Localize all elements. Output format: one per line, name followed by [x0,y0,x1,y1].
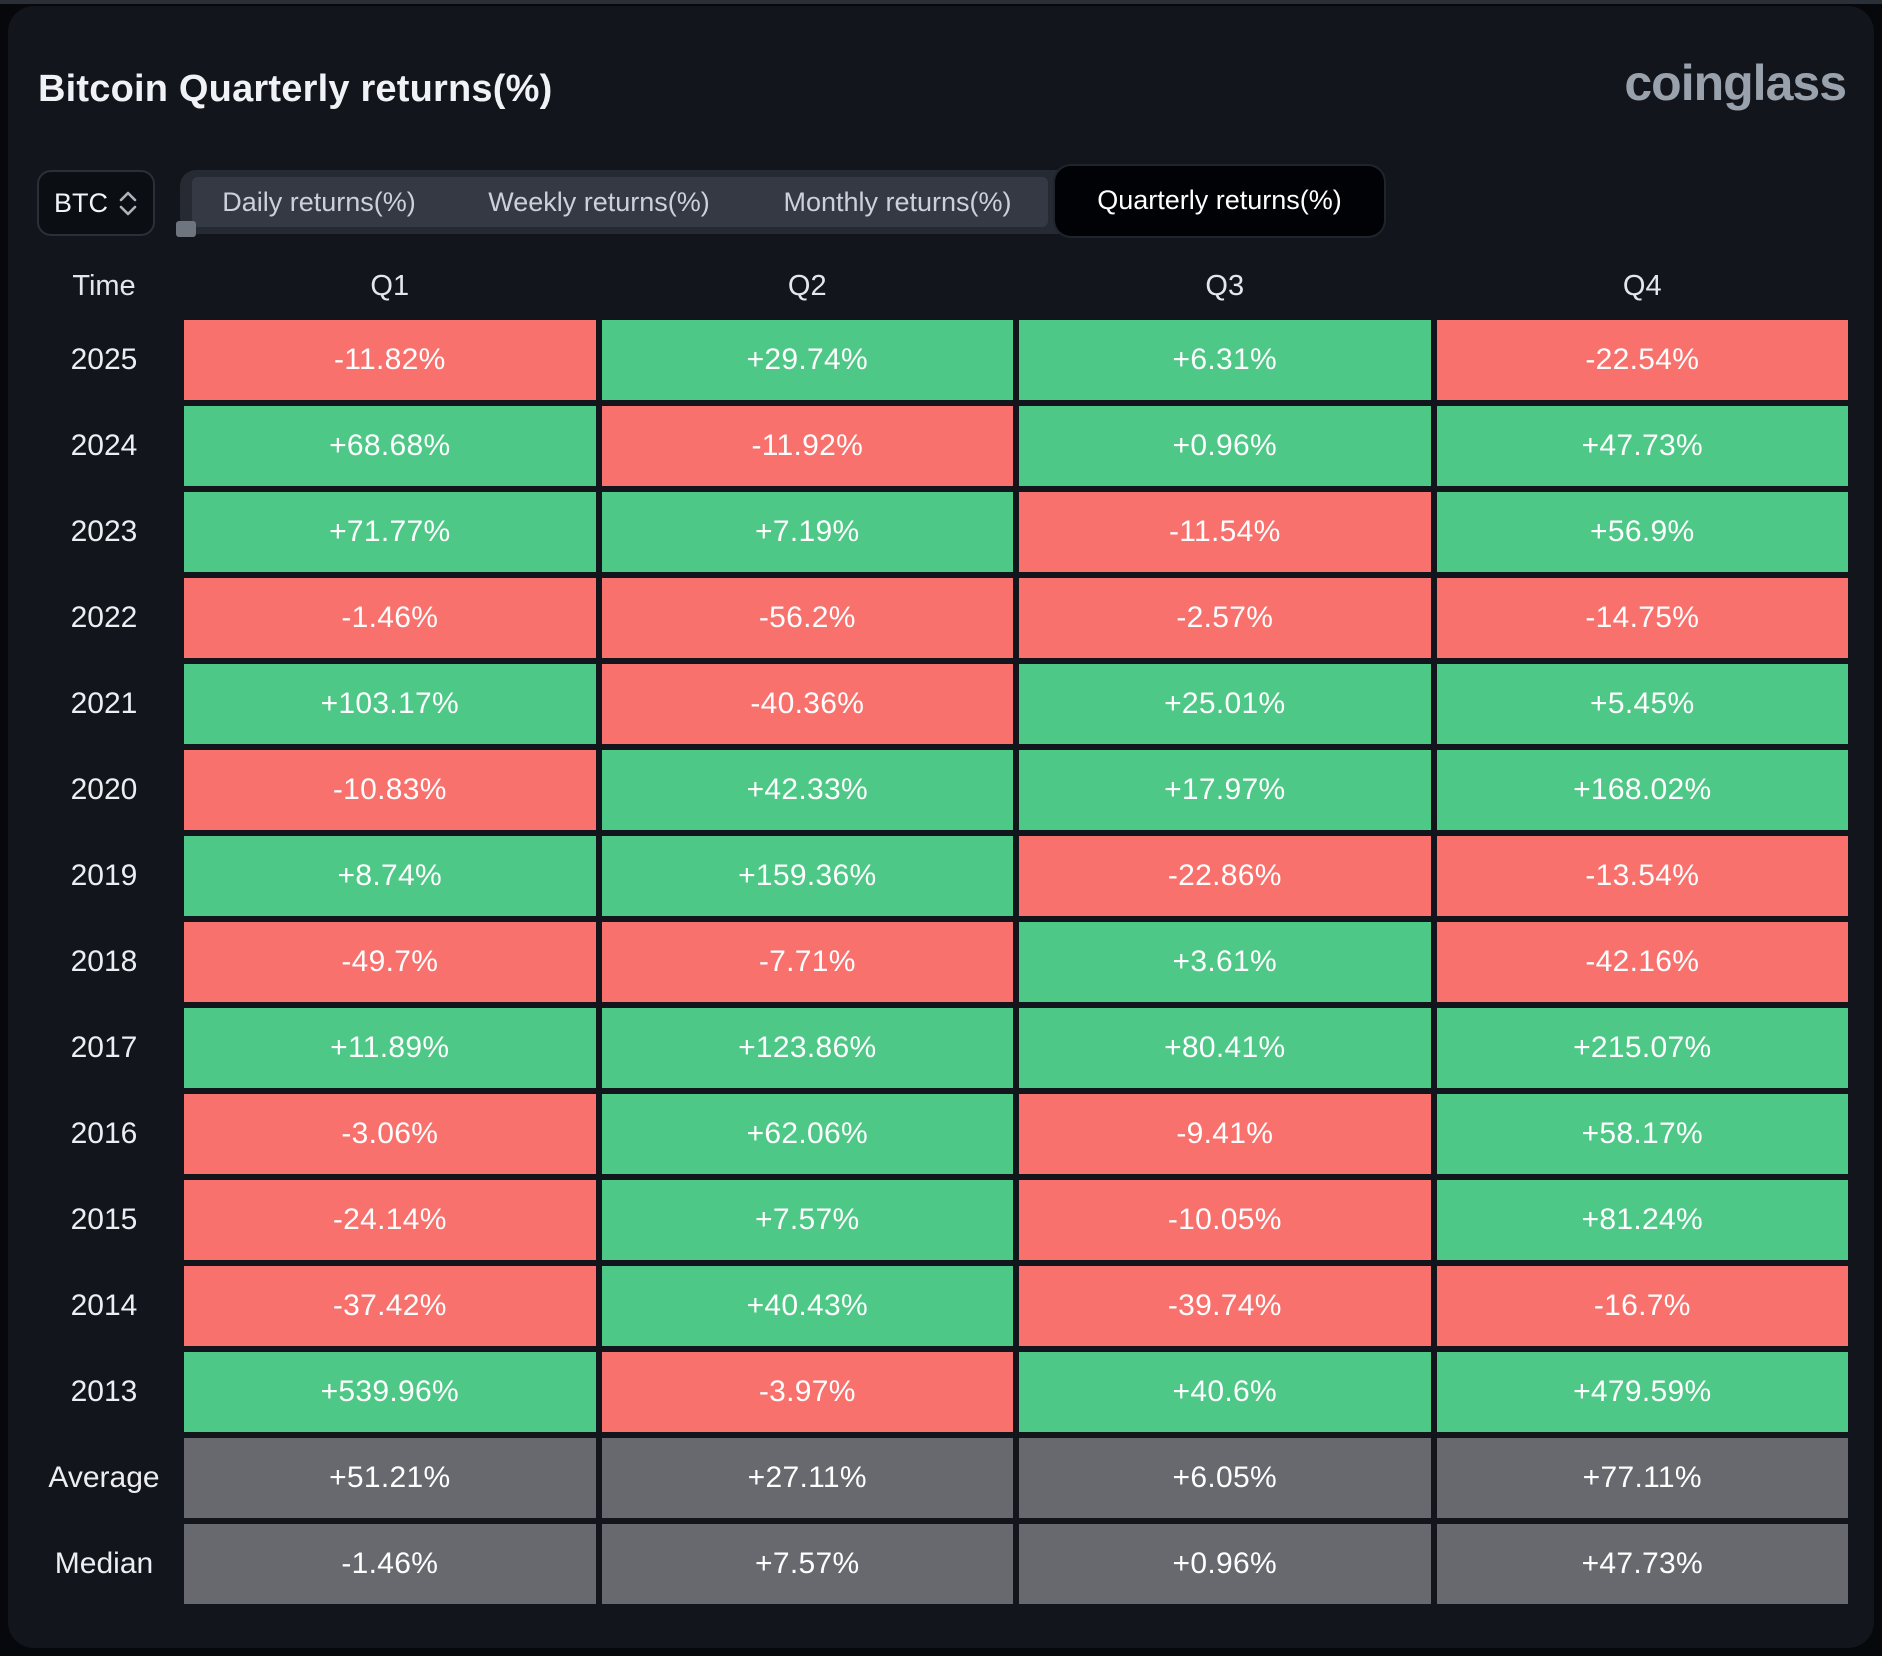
return-cell: -37.42% [184,1266,596,1346]
chevron-updown-icon [118,191,138,216]
return-cell: +80.41% [1019,1008,1431,1088]
return-cell: -49.7% [184,922,596,1002]
return-cell: +56.9% [1436,492,1848,572]
row-label-2023: 2023 [70,515,138,548]
return-cell: -7.71% [601,922,1013,1002]
return-cell: +17.97% [1019,750,1431,830]
return-cell: -11.92% [601,406,1013,486]
return-cell: -3.97% [601,1352,1013,1432]
return-cell: +47.73% [1436,406,1848,486]
return-cell: -56.2% [601,578,1013,658]
row-label-2024: 2024 [70,429,138,462]
column-header-q4: Q4 [1622,269,1662,302]
return-cell: +27.11% [601,1438,1013,1518]
return-cell: +168.02% [1436,750,1848,830]
return-cell: -3.06% [184,1094,596,1174]
symbol-select-value: BTC [54,187,108,218]
return-cell: +0.96% [1019,1524,1431,1604]
return-cell: +42.33% [601,750,1013,830]
return-cell: -11.82% [184,320,596,400]
drag-handle-icon[interactable] [176,221,196,237]
row-label-2020: 2020 [70,773,138,806]
row-label-2022: 2022 [70,601,138,634]
row-label-2017: 2017 [70,1031,138,1064]
return-cell: +11.89% [184,1008,596,1088]
column-header-q3: Q3 [1205,269,1245,302]
return-cell: -22.54% [1436,320,1848,400]
return-cell: +3.61% [1019,922,1431,1002]
return-cell: -14.75% [1436,578,1848,658]
return-cell: -9.41% [1019,1094,1431,1174]
return-cell: -13.54% [1436,836,1848,916]
return-cell: +7.57% [601,1524,1013,1604]
return-cell: +25.01% [1019,664,1431,744]
return-cell: +7.57% [601,1180,1013,1260]
row-label-2019: 2019 [70,859,138,892]
row-label-2018: 2018 [70,945,138,978]
column-header-q1: Q1 [370,269,410,302]
return-cell: +6.31% [1019,320,1431,400]
row-label-2013: 2013 [70,1375,138,1408]
page-title: Bitcoin Quarterly returns(%) [38,68,553,110]
return-cell: +123.86% [601,1008,1013,1088]
row-label-2021: 2021 [70,687,138,720]
return-cell: -22.86% [1019,836,1431,916]
symbol-select[interactable]: BTC [37,170,155,236]
return-cell: +8.74% [184,836,596,916]
tab-daily-returns[interactable]: Daily returns(%) [222,186,416,217]
return-cell: +539.96% [184,1352,596,1432]
return-cell: +29.74% [601,320,1013,400]
row-label-2025: 2025 [70,343,138,376]
row-label-2015: 2015 [70,1203,138,1236]
return-cell: -16.7% [1436,1266,1848,1346]
row-label-2014: 2014 [70,1289,138,1322]
return-cell: -40.36% [601,664,1013,744]
row-label-average: Average [48,1461,160,1494]
return-cell: -24.14% [184,1180,596,1260]
row-label-median: Median [54,1547,154,1580]
return-cell: -2.57% [1019,578,1431,658]
return-cell: +71.77% [184,492,596,572]
return-cell: +6.05% [1019,1438,1431,1518]
return-cell: -1.46% [184,1524,596,1604]
return-cell: +479.59% [1436,1352,1848,1432]
return-cell: +47.73% [1436,1524,1848,1604]
tab-monthly-returns[interactable]: Monthly returns(%) [783,186,1012,217]
tab-weekly-returns[interactable]: Weekly returns(%) [488,186,710,217]
return-cell: +159.36% [601,836,1013,916]
tabs-container: Daily returns(%) Weekly returns(%) Monthly… [180,165,1384,236]
return-cell: +103.17% [184,664,596,744]
return-cell: -10.83% [184,750,596,830]
return-cell: +7.19% [601,492,1013,572]
return-cell: +51.21% [184,1438,596,1518]
row-label-2016: 2016 [70,1117,138,1150]
tab-quarterly-returns[interactable]: Quarterly returns(%) [1055,165,1384,236]
return-cell: -1.46% [184,578,596,658]
column-header-q2: Q2 [787,269,827,302]
return-cell: -10.05% [1019,1180,1431,1260]
return-cell: +215.07% [1436,1008,1848,1088]
return-cell: +5.45% [1436,664,1848,744]
coinglass-logo: coinglass [1624,55,1847,111]
return-cell: +40.43% [601,1266,1013,1346]
return-cell: -11.54% [1019,492,1431,572]
return-cell: +68.68% [184,406,596,486]
returns-tab-strip: Daily returns(%) Weekly returns(%) Monthly… [180,165,1384,236]
return-cell: +62.06% [601,1094,1013,1174]
return-cell: -42.16% [1436,922,1848,1002]
page-top-edge [0,0,1882,4]
return-cell: +81.24% [1436,1180,1848,1260]
return-cell: +77.11% [1436,1438,1848,1518]
returns-table: Time Q1 Q2 Q3 Q4 2025 -11.82% +29.74% +6.31% -22.… [30,258,1848,1604]
return-cell: +58.17% [1436,1094,1848,1174]
return-cell: +40.6% [1019,1352,1431,1432]
return-cell: -39.74% [1019,1266,1431,1346]
return-cell: +0.96% [1019,406,1431,486]
widget-panel: Bitcoin Quarterly returns(%) coinglass B… [8,6,1874,1648]
column-header-time: Time [72,269,136,302]
tab-strip-inner [192,177,1048,227]
